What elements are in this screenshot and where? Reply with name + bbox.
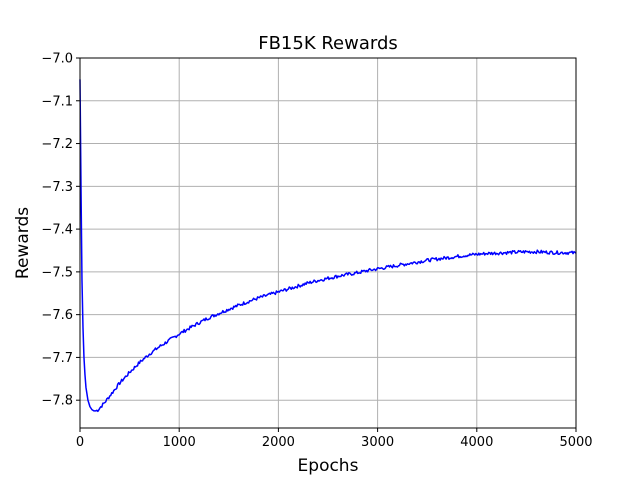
y-tick-label: −7.4 <box>41 223 73 238</box>
x-axis-label: Epochs <box>298 456 359 476</box>
plot-frame <box>79 57 577 429</box>
chart-title: FB15K Rewards <box>258 33 398 54</box>
grid-lines <box>79 57 577 428</box>
series-line-0 <box>79 79 577 413</box>
x-tick-label: 1000 <box>163 435 196 450</box>
tick-layer: 0 1000 2000 3000 4000 5000 −7.0 −7.1 −7.2 −7.3 −7.… <box>41 52 592 451</box>
x-tick-label: 3000 <box>361 435 394 450</box>
y-tick-label: −7.7 <box>41 351 73 366</box>
x-tick-label: 0 <box>76 435 84 450</box>
x-tick-label: 4000 <box>460 435 493 450</box>
series-layer <box>79 79 577 413</box>
y-tick-label: −7.1 <box>41 94 73 109</box>
x-tick-label: 2000 <box>262 435 295 450</box>
y-tick-label: −7.2 <box>41 137 73 152</box>
y-tick-label: −7.6 <box>41 308 73 323</box>
y-tick-label: −7.5 <box>41 265 73 280</box>
y-axis-label: Rewards <box>13 207 33 279</box>
y-tick-label: −7.3 <box>41 180 73 195</box>
y-tick-label: −7.0 <box>41 52 73 67</box>
x-tick-label: 5000 <box>559 435 592 450</box>
y-tick-label: −7.8 <box>41 394 73 409</box>
